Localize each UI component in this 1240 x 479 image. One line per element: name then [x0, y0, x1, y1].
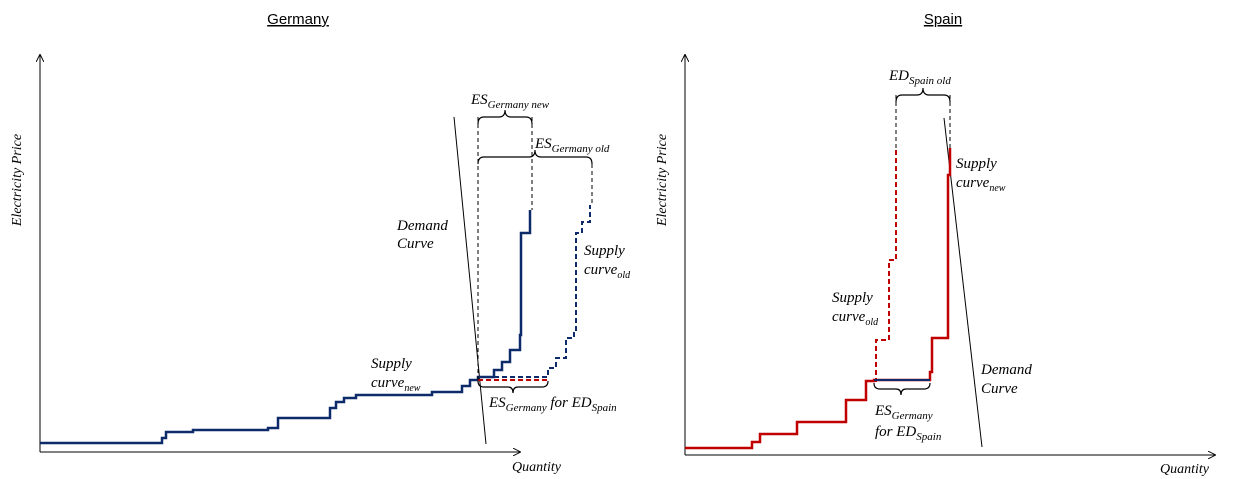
- germany-es-new-label: ESGermany new: [470, 92, 550, 111]
- germany-title: Germany: [267, 11, 329, 28]
- germany-supply-new-label-line2: curvenew: [371, 375, 421, 394]
- spain-supply-new-label-line1: Supply: [956, 156, 997, 172]
- germany-es-old-label: ESGermany old: [534, 136, 610, 155]
- spain-demand-label-line2: Curve: [981, 381, 1018, 397]
- germany-es-for-brace: [477, 380, 549, 394]
- germany-es-old-brace: [477, 149, 593, 165]
- spain-y-axis-label: Electricity Price: [655, 134, 670, 227]
- germany-panel: Germany Electricity Price Quantity Deman…: [10, 11, 631, 475]
- germany-demand-label-line2: Curve: [397, 236, 434, 252]
- germany-supply-old-label-line2: curveold: [584, 262, 631, 281]
- germany-demand-curve: [453, 116, 487, 445]
- germany-supply-new-label-line1: Supply: [371, 356, 412, 372]
- germany-es-new-brace: [477, 109, 533, 125]
- germany-supply-curve-new: [40, 210, 532, 445]
- spain-supply-curve-old: [874, 148, 897, 382]
- spain-supply-new-label-line2: curvenew: [956, 175, 1006, 194]
- spain-es-for-label-line1: ESGermany: [874, 403, 933, 422]
- germany-supply-curve-old: [494, 205, 591, 378]
- spain-title: Spain: [924, 11, 962, 28]
- germany-y-axis-label: Electricity Price: [10, 134, 25, 227]
- spain-ed-old-label: EDSpain old: [888, 68, 951, 87]
- spain-supply-curve-new: [685, 148, 952, 450]
- spain-demand-label-line1: Demand: [980, 362, 1032, 378]
- spain-x-axis-label: Quantity: [1160, 462, 1210, 477]
- germany-demand-label-line1: Demand: [396, 218, 448, 234]
- spain-supply-old-label-line2: curveold: [832, 309, 879, 328]
- spain-supply-old-label-line1: Supply: [832, 290, 873, 306]
- spain-panel: Spain Electricity Price Quantity Demand …: [655, 11, 1215, 477]
- germany-supply-old-label-line1: Supply: [584, 243, 625, 259]
- spain-es-for-label-line2: for EDSpain: [875, 424, 942, 443]
- spain-es-for-brace: [873, 382, 931, 396]
- germany-es-for-ed-label: ESGermany for EDSpain: [488, 395, 617, 414]
- spain-ed-old-brace: [895, 87, 951, 103]
- germany-x-axis-label: Quantity: [512, 460, 562, 475]
